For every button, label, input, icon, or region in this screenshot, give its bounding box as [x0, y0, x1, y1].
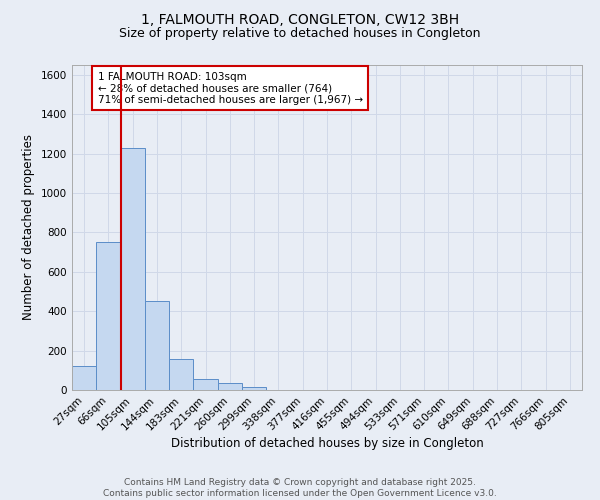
Bar — [193, 379, 218, 390]
Bar — [121, 148, 145, 390]
Text: 1, FALMOUTH ROAD, CONGLETON, CW12 3BH: 1, FALMOUTH ROAD, CONGLETON, CW12 3BH — [141, 12, 459, 26]
Text: Size of property relative to detached houses in Congleton: Size of property relative to detached ho… — [119, 28, 481, 40]
Bar — [145, 302, 169, 390]
Bar — [169, 360, 193, 390]
X-axis label: Distribution of detached houses by size in Congleton: Distribution of detached houses by size … — [170, 438, 484, 450]
Bar — [242, 387, 266, 390]
Text: Contains HM Land Registry data © Crown copyright and database right 2025.
Contai: Contains HM Land Registry data © Crown c… — [103, 478, 497, 498]
Text: 1 FALMOUTH ROAD: 103sqm
← 28% of detached houses are smaller (764)
71% of semi-d: 1 FALMOUTH ROAD: 103sqm ← 28% of detache… — [97, 72, 362, 104]
Bar — [218, 383, 242, 390]
Bar — [96, 242, 121, 390]
Bar — [72, 366, 96, 390]
Y-axis label: Number of detached properties: Number of detached properties — [22, 134, 35, 320]
